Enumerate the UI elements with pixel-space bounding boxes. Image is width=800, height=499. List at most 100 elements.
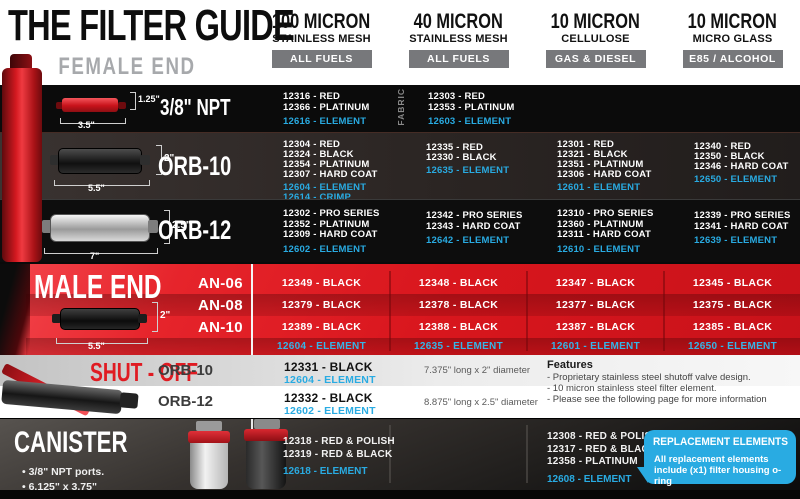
male-filter-image: 2" 5.5" (52, 300, 212, 354)
part-codes-cell: 12318 - RED & POLISH 12319 - RED & BLACK… (283, 436, 418, 478)
dimension-label: 3.5" (78, 120, 95, 130)
part-code: 12385 - BLACK (692, 321, 773, 333)
part-codes: 12304 - RED 12324 - BLACK 12354 - PLATIN… (283, 139, 378, 180)
dimension-label: 1.25" (138, 94, 160, 104)
part-codes-cell: FABRIC 12303 - RED 12353 - PLATINUM 1260… (390, 85, 527, 128)
row-label-orb10: ORB-10 (158, 151, 232, 181)
male-end-section: MALE END 2" 5.5" AN-06 AN-08 AN-10 12349… (0, 262, 800, 355)
part-codes: 12339 - PRO SERIES 12341 - HARD COAT (694, 210, 791, 232)
row-label-npt: 3/8" NPT (160, 94, 231, 120)
element-code: 12604 - ELEMENT (284, 374, 376, 386)
media-type: STAINLESS MESH (272, 33, 371, 45)
canister-bullets: • 3/8" NPT ports. • 6.125" x 3.75" (22, 466, 105, 493)
part-codes: 12318 - RED & POLISH 12319 - RED & BLACK (283, 436, 395, 460)
element-codes: 12602 - ELEMENT (283, 243, 367, 255)
micron-rating: 40 MICRON (413, 10, 504, 33)
dimension-label: 7" (90, 251, 100, 261)
orb12-filter-image: 2.5" 7" (42, 204, 202, 261)
page-title: THE FILTER GUIDE (8, 1, 295, 50)
element-codes: 12635 - ELEMENT (426, 165, 510, 176)
red-inline-filter-image (0, 54, 48, 264)
element-code: 12604 - ELEMENT (277, 341, 366, 352)
divider (526, 425, 528, 483)
row-stripe (0, 355, 800, 386)
size-note: 7.375" long x 2" diameter (424, 365, 531, 376)
part-codes: 12316 - RED 12366 - PLATINUM (283, 91, 370, 113)
canister-image (178, 419, 300, 497)
male-fitting-image (0, 264, 30, 355)
female-end-section-label: FEMALE END (58, 53, 196, 80)
column-header-100-micron: 100 MICRON STAINLESS MESH ALL FUELS (253, 11, 390, 68)
part-code: 12379 - BLACK (281, 299, 362, 311)
part-codes: 12335 - RED 12330 - BLACK (426, 142, 497, 163)
divider (389, 271, 391, 351)
fabric-tag: FABRIC (396, 88, 406, 126)
element-code: 12608 - ELEMENT (547, 473, 632, 485)
dimension-label: 5.5" (88, 183, 105, 193)
part-codes-cell: 12310 - PRO SERIES 12360 - PLATINUM 1231… (527, 200, 664, 255)
element-code: 12635 - ELEMENT (414, 341, 503, 352)
replacement-body: All replacement elements include (x1) fi… (654, 454, 782, 487)
replacement-elements-box: REPLACEMENT ELEMENTS All replacement ele… (637, 430, 796, 487)
male-end-label: MALE END (34, 268, 162, 305)
element-code: 12618 - ELEMENT (283, 466, 368, 477)
dimension-bracket (56, 338, 148, 344)
dimension-bracket (44, 248, 158, 254)
element-codes: 12610 - ELEMENT (557, 243, 641, 255)
part-codes-cell: 12335 - RED 12330 - BLACK 12635 - ELEMEN… (390, 133, 527, 176)
part-code: 12349 - BLACK (281, 277, 362, 289)
row-stripe (26, 294, 800, 316)
part-code: 12345 - BLACK (692, 277, 773, 289)
dimension-bracket (156, 145, 162, 175)
column-header-10-micron-cellulose: 10 MICRON CELLULOSE GAS & DIESEL (527, 11, 664, 68)
part-codes: 12303 - RED 12353 - PLATINUM (428, 91, 515, 113)
part-codes: 12340 - RED 12350 - BLACK 12346 - HARD C… (694, 141, 789, 172)
orb10-filter-image: 2" 5.5" (50, 138, 200, 196)
part-codes: 12302 - PRO SERIES 12352 - PLATINUM 1230… (283, 208, 380, 240)
row-label-an06: AN-06 (198, 275, 243, 292)
part-code: 12387 - BLACK (555, 321, 636, 333)
row-label-orb10: ORB-10 (158, 362, 214, 379)
media-type: STAINLESS MESH (409, 33, 508, 45)
column-header-40-micron: 40 MICRON STAINLESS MESH ALL FUELS (390, 11, 527, 68)
part-codes-cell: 12316 - RED 12366 - PLATINUM 12616 - ELE… (253, 85, 390, 128)
row-label-an08: AN-08 (198, 297, 243, 314)
shutoff-section: SHUT - OFF ORB-10 12331 - BLACK 12604 - … (0, 355, 800, 418)
element-code: 12602 - ELEMENT (284, 405, 376, 417)
table-row-npt: 1.25" 3.5" 3/8" NPT 12316 - RED 12366 - … (0, 85, 800, 132)
part-code: 12375 - BLACK (692, 299, 773, 311)
divider (663, 271, 665, 351)
part-codes-cell: 12308 - RED & POLISH 12317 - RED & BLACK… (547, 431, 682, 486)
size-note: 8.875" long x 2.5" diameter (424, 397, 538, 408)
element-codes: 12642 - ELEMENT (426, 235, 510, 246)
divider (526, 271, 528, 351)
dimension-bracket (130, 92, 136, 110)
fuel-badge: ALL FUELS (271, 50, 372, 68)
table-row-orb12: 2.5" 7" ORB-12 12302 - PRO SERIES 12352 … (0, 199, 800, 262)
row-label-orb12: ORB-12 (158, 215, 232, 245)
part-code: 12331 - BLACK (284, 360, 373, 374)
dimension-bracket (152, 302, 158, 332)
table-row-orb10: 2" 5.5" ORB-10 12304 - RED 12324 - BLACK… (0, 132, 800, 213)
part-codes-cell: 12301 - RED 12321 - BLACK 12351 - PLATIN… (527, 133, 664, 193)
callout-tail (637, 467, 648, 483)
media-type: MICRO GLASS (692, 33, 773, 45)
fuel-badge: E85 / ALCOHOL (682, 50, 783, 68)
part-codes: 12308 - RED & POLISH 12317 - RED & BLACK… (547, 431, 659, 467)
part-codes-cell: 12342 - PRO SERIES 12343 - HARD COAT 126… (390, 200, 527, 247)
part-code: 12348 - BLACK (418, 277, 499, 289)
bottom-bar (0, 490, 800, 499)
fuel-badge: GAS & DIESEL (545, 50, 646, 68)
dimension-bracket (164, 210, 170, 244)
element-codes: 12639 - ELEMENT (694, 235, 778, 246)
media-type: CELLULOSE (561, 33, 630, 45)
divider (251, 264, 253, 355)
female-end-table: 1.25" 3.5" 3/8" NPT 12316 - RED 12366 - … (0, 85, 800, 262)
part-codes: 12310 - PRO SERIES 12360 - PLATINUM 1231… (557, 208, 654, 240)
canister-label: CANISTER (14, 426, 128, 459)
row-stripe (26, 338, 800, 355)
part-code: 12389 - BLACK (281, 321, 362, 333)
part-code: 12377 - BLACK (555, 299, 636, 311)
part-codes-cell: 12302 - PRO SERIES 12352 - PLATINUM 1230… (253, 200, 390, 255)
